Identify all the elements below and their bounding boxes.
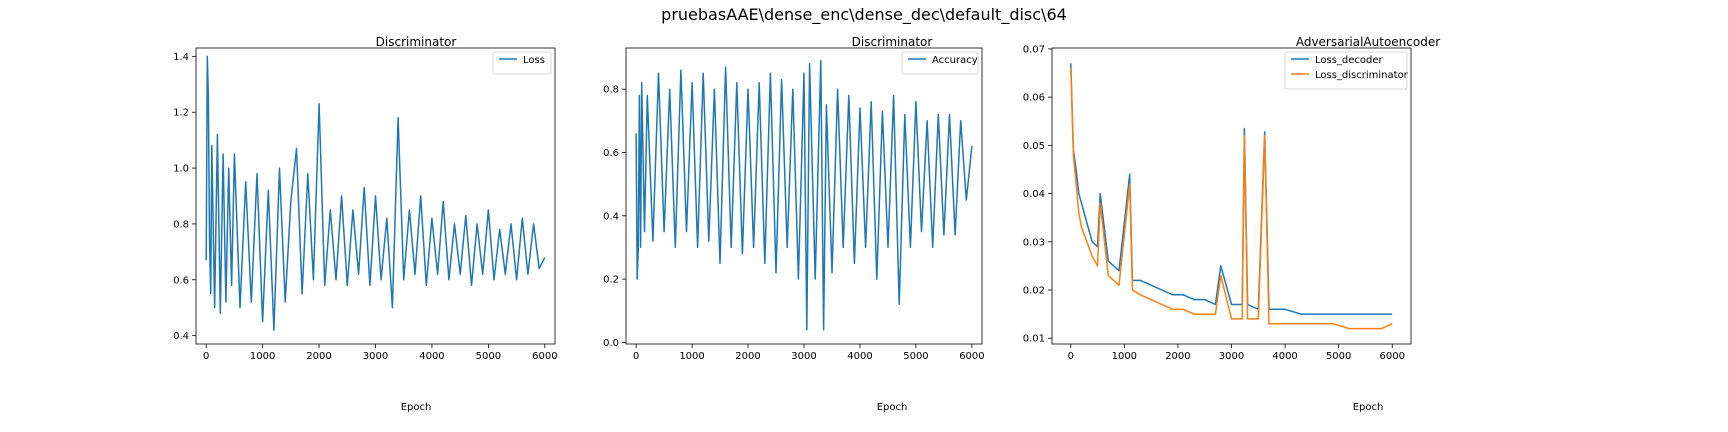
legend: Loss (492, 51, 552, 75)
x-tick-label: 3000 (791, 351, 816, 362)
y-tick-label: 0.03 (1023, 237, 1045, 248)
legend-box (901, 51, 979, 75)
x-axis-label: Epoch (401, 402, 432, 413)
y-tick-label: 0.0 (603, 338, 619, 349)
y-tick-label: 0.4 (603, 211, 619, 222)
series-line-loss (205, 55, 546, 331)
y-tick-label: 1.0 (173, 164, 189, 175)
series-line-loss-discriminator (1070, 68, 1393, 330)
y-tick-label: 0.01 (1023, 334, 1045, 345)
x-tick-label: 0 (1068, 351, 1074, 362)
y-tick-label: 0.02 (1023, 286, 1045, 297)
legend-label: Loss_decoder (1315, 55, 1384, 66)
x-tick-label: 5000 (1326, 351, 1351, 362)
panel-discriminator-accuracy: Discriminator Epoch 0 1000 2000 3000 4000 500… (603, 35, 985, 413)
x-tick-label: 2000 (306, 351, 331, 362)
y-tick-label: 1.2 (173, 108, 189, 119)
y-tick-label: 0.2 (603, 275, 619, 286)
legend-box (1284, 51, 1408, 90)
y-tick-label: 0.8 (173, 219, 189, 230)
figure-suptitle: pruebasAAE\dense_enc\dense_dec\default_d… (661, 5, 1067, 25)
panel-adversarial-autoencoder: AdversarialAutoencoder Epoch 0 1000 2000 30… (1023, 35, 1440, 413)
plot-area (1052, 48, 1411, 344)
x-tick-label: 4000 (419, 351, 444, 362)
panel-title: Discriminator (852, 35, 933, 49)
legend-label: Loss (523, 55, 545, 66)
y-tick-label: 1.4 (173, 52, 189, 63)
x-tick-label: 1000 (679, 351, 704, 362)
legend: Accuracy (901, 51, 979, 75)
x-tick-label: 3000 (1219, 351, 1244, 362)
x-tick-label: 1000 (1112, 351, 1137, 362)
legend: Loss_decoder Loss_discriminator (1284, 51, 1409, 90)
x-tick-label: 1000 (250, 351, 275, 362)
panel-title: Discriminator (376, 35, 457, 49)
panel-discriminator-loss: Discriminator Epoch 0 1000 2000 3000 4000 500… (173, 35, 557, 413)
y-tick-label: 0.07 (1023, 44, 1045, 55)
y-tick-label: 0.04 (1023, 189, 1045, 200)
legend-label: Loss_discriminator (1315, 70, 1409, 81)
x-tick-label: 2000 (735, 351, 760, 362)
x-tick-label: 0 (203, 351, 209, 362)
x-axis-label: Epoch (1353, 402, 1384, 413)
y-tick-label: 0.05 (1023, 141, 1045, 152)
x-tick-label: 4000 (847, 351, 872, 362)
legend-box (492, 51, 552, 75)
y-tick-label: 0.6 (173, 275, 189, 286)
x-tick-label: 6000 (1380, 351, 1405, 362)
y-tick-label: 0.4 (173, 331, 189, 342)
series-line-loss-decoder (1070, 63, 1393, 315)
y-tick-label: 0.06 (1023, 93, 1045, 104)
panel-title: AdversarialAutoencoder (1296, 35, 1440, 49)
series-line-accuracy (635, 59, 973, 331)
x-tick-label: 4000 (1272, 351, 1297, 362)
x-tick-label: 5000 (476, 351, 501, 362)
x-tick-label: 3000 (363, 351, 388, 362)
y-tick-label: 0.6 (603, 148, 619, 159)
x-tick-label: 6000 (532, 351, 557, 362)
x-tick-label: 6000 (959, 351, 984, 362)
x-tick-label: 5000 (903, 351, 928, 362)
legend-label: Accuracy (932, 55, 978, 66)
y-tick-label: 0.8 (603, 85, 619, 96)
x-axis-label: Epoch (877, 402, 908, 413)
x-tick-label: 2000 (1165, 351, 1190, 362)
x-tick-label: 0 (633, 351, 639, 362)
